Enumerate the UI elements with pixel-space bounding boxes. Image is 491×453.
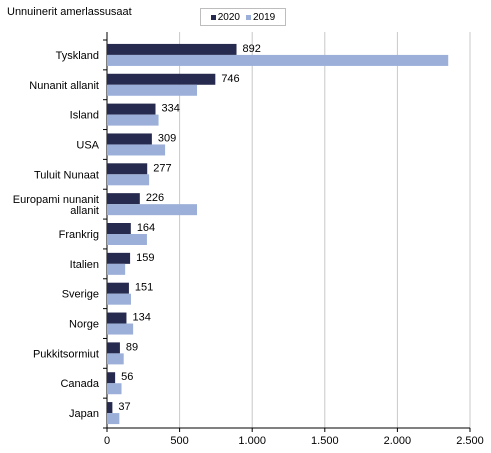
category-label-japan: Japan	[69, 408, 99, 420]
x-tick-label-2: 1.000	[238, 435, 266, 447]
x-tick-label-1: 500	[170, 435, 188, 447]
bar-2019-usa	[107, 144, 166, 156]
data-label-2020-island: 334	[161, 103, 179, 115]
bar-2019-italien	[107, 263, 126, 275]
category-label-europami-nunanit-allanit: Europami nunanit allanit	[13, 194, 99, 217]
category-label-island: Island	[70, 110, 99, 122]
category-label-sverige: Sverige	[62, 289, 99, 301]
bar-2019-sverige	[107, 293, 131, 305]
bar-2019-island	[107, 114, 159, 126]
bar-2019-tuluit-nunaat	[107, 174, 150, 186]
legend-item-2019: 2019	[246, 12, 275, 23]
bar-2020-island	[107, 103, 156, 115]
bar-2020-japan	[107, 402, 113, 414]
category-label-tuluit-nunaat: Tuluit Nunaat	[34, 169, 99, 181]
bar-2019-tyskland	[107, 54, 449, 66]
bar-2020-frankrig	[107, 223, 131, 234]
data-label-2020-nunanit-allanit: 746	[221, 73, 239, 85]
bar-2020-norge	[107, 312, 127, 324]
bar-2020-canada	[107, 372, 116, 384]
bar-2020-usa	[107, 133, 152, 145]
data-label-2020-frankrig: 164	[137, 222, 155, 234]
bar-2020-pukkitsormiut	[107, 342, 120, 354]
bar-2019-norge	[107, 323, 134, 335]
bar-2019-nunanit-allanit	[107, 84, 198, 96]
bar-2020-tuluit-nunaat	[107, 163, 148, 175]
bar-2020-nunanit-allanit	[107, 73, 216, 85]
data-label-2020-sverige: 151	[135, 282, 153, 294]
legend-swatch-2020	[210, 14, 216, 20]
bar-2019-canada	[107, 383, 122, 395]
data-label-2020-tyskland: 892	[243, 43, 261, 55]
bar-2019-pukkitsormiut	[107, 353, 124, 365]
legend-swatch-2019	[246, 14, 251, 20]
category-label-frankrig: Frankrig	[59, 229, 99, 241]
category-label-italien: Italien	[70, 259, 99, 271]
bar-2020-sverige	[107, 282, 129, 294]
data-label-2020-usa: 309	[158, 132, 176, 144]
x-tick-label-5: 2.500	[456, 435, 484, 447]
x-tick-label-3: 1.500	[311, 435, 339, 447]
data-label-2020-canada: 56	[121, 371, 133, 383]
data-label-2020-italien: 159	[136, 252, 154, 264]
legend-label-2020: 2020	[217, 11, 240, 23]
category-label-usa: USA	[76, 139, 99, 151]
bar-2019-frankrig	[107, 234, 147, 245]
x-tick-label-4: 2.000	[384, 435, 412, 447]
chart-title: Unnuinerit amerlassusaat	[7, 6, 132, 18]
legend: 2020 2019	[200, 8, 286, 26]
bar-2019-europami-nunanit-allanit	[107, 204, 198, 216]
legend-label-2019: 2019	[253, 11, 276, 23]
legend-item-2020: 2020	[210, 11, 240, 23]
data-label-2020-norge: 134	[132, 312, 150, 324]
data-label-2020-japan: 37	[118, 401, 130, 413]
data-label-2020-tuluit-nunaat: 277	[153, 162, 171, 174]
category-label-tyskland: Tyskland	[56, 50, 99, 62]
category-label-nunanit-allanit: Nunanit allanit	[29, 80, 99, 92]
data-label-2020-pukkitsormiut: 89	[126, 341, 138, 353]
bar-2019-japan	[107, 413, 120, 425]
category-label-pukkitsormiut: Pukkitsormiut	[33, 348, 99, 360]
bar-2020-italien	[107, 252, 131, 264]
category-label-norge: Norge	[69, 319, 99, 331]
bar-2020-tyskland	[107, 43, 237, 55]
bar-2020-europami-nunanit-allanit	[107, 193, 140, 205]
data-label-2020-europami-nunanit-allanit: 226	[146, 192, 164, 204]
x-tick-label-0: 0	[104, 435, 110, 447]
category-label-canada: Canada	[60, 378, 99, 390]
